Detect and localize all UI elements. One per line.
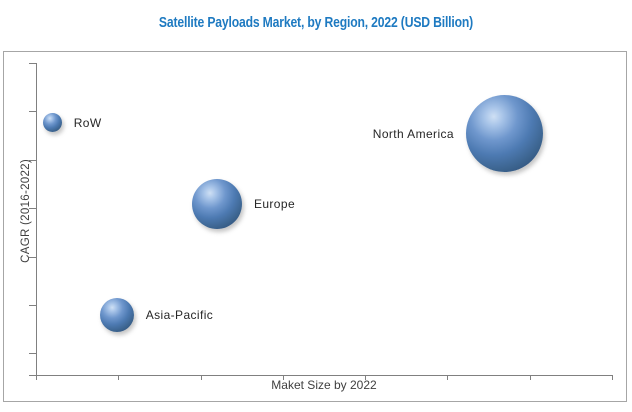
origin-tick [29,374,36,376]
x-axis-label: Maket Size by 2022 [271,378,377,392]
bubble-label-north-america: North America [372,126,454,141]
bubble-label-asia-pacific: Asia-Pacific [145,307,214,322]
chart-title-row: Satellite Payloads Market, by Region, 20… [0,14,632,32]
y-axis-tick [29,111,36,113]
x-axis-tick [118,375,120,380]
plot-canvas: RoW North America Europe Asia-Pacific [4,52,626,401]
y-axis-tick [29,208,36,210]
y-axis-tick [29,63,36,64]
x-axis-tick [200,375,202,380]
y-axis-tick [29,353,36,355]
bubble-label-europe: Europe [253,197,296,212]
x-axis-line [36,374,613,376]
x-axis-tick [36,375,37,380]
bubble-label-row: RoW [73,115,102,130]
bubble-row [43,113,63,133]
x-axis-tick [282,375,284,380]
bubble-north-america [465,95,543,173]
x-axis-tick [365,375,367,380]
y-axis-label: CAGR (2016-2022) [20,159,32,263]
x-axis-tick [612,375,613,380]
chart-area: RoW North America Europe Asia-Pacific Maket… [3,51,627,402]
x-axis-tick [529,375,531,380]
y-axis-tick [29,305,36,306]
bubble-asia-pacific [100,297,135,332]
y-axis-line [36,63,37,376]
y-axis-tick [29,159,36,161]
bubble-europe [192,179,243,230]
x-axis-tick [447,375,449,380]
chart-title: Satellite Payloads Market, by Region, 20… [158,15,474,31]
y-axis-tick [29,256,36,258]
